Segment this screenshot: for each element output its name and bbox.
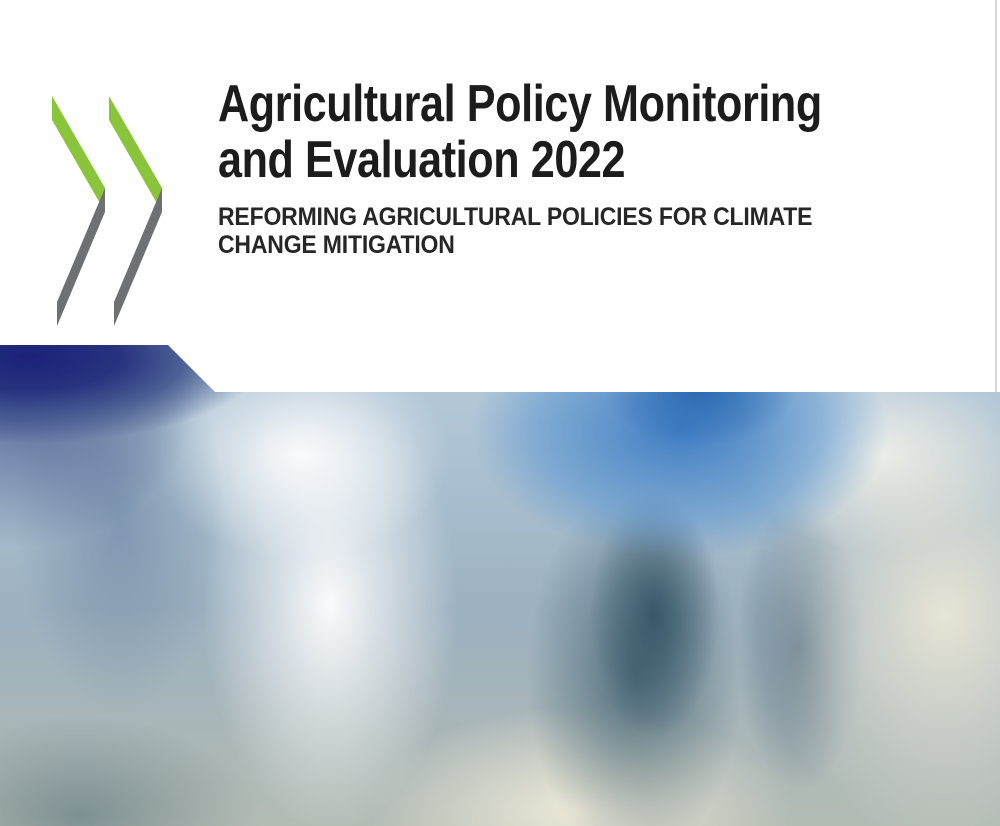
cover-title: Agricultural Policy Monitoring and Evalu… <box>218 76 822 188</box>
cover-subtitle-line2: CHANGE MITIGATION <box>218 231 455 259</box>
page-edge-line <box>995 0 997 392</box>
title-banner-wedge <box>168 345 1000 392</box>
oecd-logo-icon <box>52 96 162 326</box>
cover-subtitle-line1: REFORMING AGRICULTURAL POLICIES FOR CLIM… <box>218 203 813 231</box>
cover-title-line2: and Evaluation 2022 <box>218 131 626 189</box>
cover-subtitle: REFORMING AGRICULTURAL POLICIES FOR CLIM… <box>218 203 813 259</box>
cover-photo-sky <box>0 345 1000 826</box>
cover-title-line1: Agricultural Policy Monitoring <box>218 75 822 133</box>
